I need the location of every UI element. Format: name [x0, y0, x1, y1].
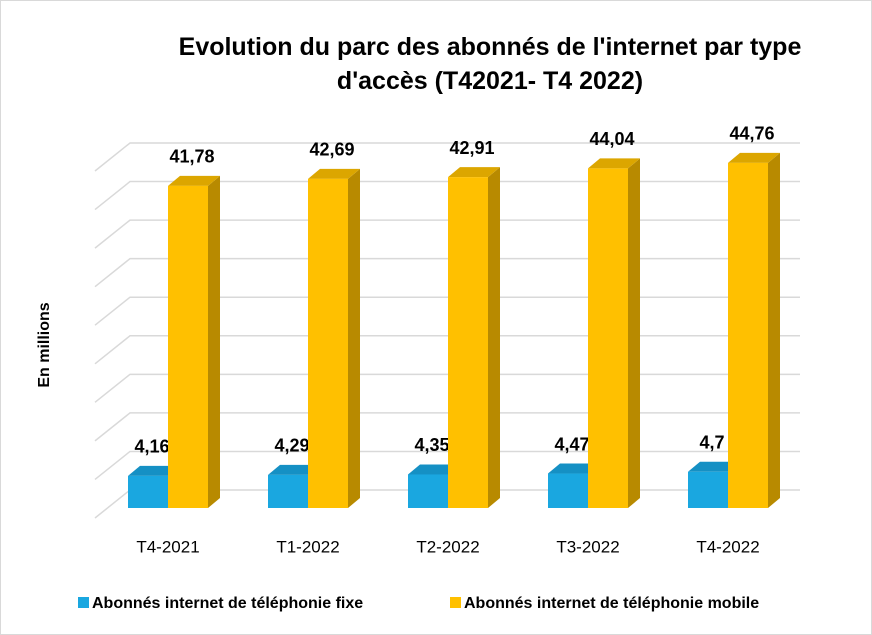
- bar-top: [448, 167, 500, 178]
- legend-label: Abonnés internet de téléphonie mobile: [464, 595, 759, 612]
- bar-top: [408, 464, 460, 475]
- bar: [128, 475, 168, 508]
- value-label: 42,91: [449, 138, 494, 158]
- bar-top: [268, 464, 320, 475]
- title-line: d'accès (T42021- T4 2022): [337, 67, 643, 95]
- bar-side: [628, 158, 640, 509]
- bar: [268, 474, 308, 508]
- bar: [168, 185, 208, 508]
- value-label: 44,76: [729, 124, 774, 144]
- grid-line: [94, 180, 800, 211]
- grid-line: [94, 257, 800, 288]
- value-label: 44,04: [589, 129, 634, 149]
- bar: [588, 168, 628, 509]
- bar-side: [488, 167, 500, 509]
- bar-top: [728, 152, 780, 163]
- grid-line: [94, 373, 800, 403]
- grid-line: [94, 450, 800, 481]
- bar-top: [548, 463, 600, 474]
- bar-top: [128, 465, 180, 476]
- bar: [688, 471, 728, 508]
- bar: [308, 178, 348, 508]
- value-label: 4,29: [274, 436, 309, 456]
- bar: [448, 177, 488, 509]
- x-tick-label: T2-2022: [416, 537, 479, 556]
- x-tick-label: T3-2022: [556, 537, 619, 556]
- grid-line: [94, 142, 800, 172]
- value-label: 4,47: [554, 434, 589, 454]
- bar-side: [348, 168, 360, 508]
- bar: [548, 473, 588, 508]
- grid-line: [94, 335, 800, 365]
- y-axis-label: En millions: [36, 302, 53, 387]
- chart-title: Evolution du parc des abonnés de l'inter…: [179, 33, 802, 95]
- bar-top: [168, 175, 220, 186]
- bar-side: [768, 152, 780, 509]
- bar-side: [208, 175, 220, 508]
- value-label: 42,69: [309, 140, 354, 160]
- value-label: 41,78: [169, 147, 214, 167]
- legend-swatch: [78, 597, 89, 608]
- value-label: 4,35: [414, 435, 449, 455]
- x-tick-label: T4-2022: [696, 537, 759, 556]
- bar-top: [588, 158, 640, 169]
- value-label: 4,16: [134, 437, 169, 457]
- x-tick-label: T4-2021: [136, 537, 199, 556]
- title-line: Evolution du parc des abonnés de l'inter…: [179, 33, 802, 61]
- value-label: 4,7: [699, 433, 724, 453]
- x-tick-label: T1-2022: [276, 537, 339, 556]
- bar: [408, 474, 448, 508]
- bar-top: [688, 461, 740, 472]
- grid-line: [94, 412, 800, 442]
- grid-line: [94, 219, 800, 249]
- legend-swatch: [450, 597, 461, 608]
- grid-line: [94, 296, 800, 326]
- legend-label: Abonnés internet de téléphonie fixe: [92, 595, 363, 612]
- bar-top: [308, 168, 360, 179]
- bar: [728, 162, 768, 509]
